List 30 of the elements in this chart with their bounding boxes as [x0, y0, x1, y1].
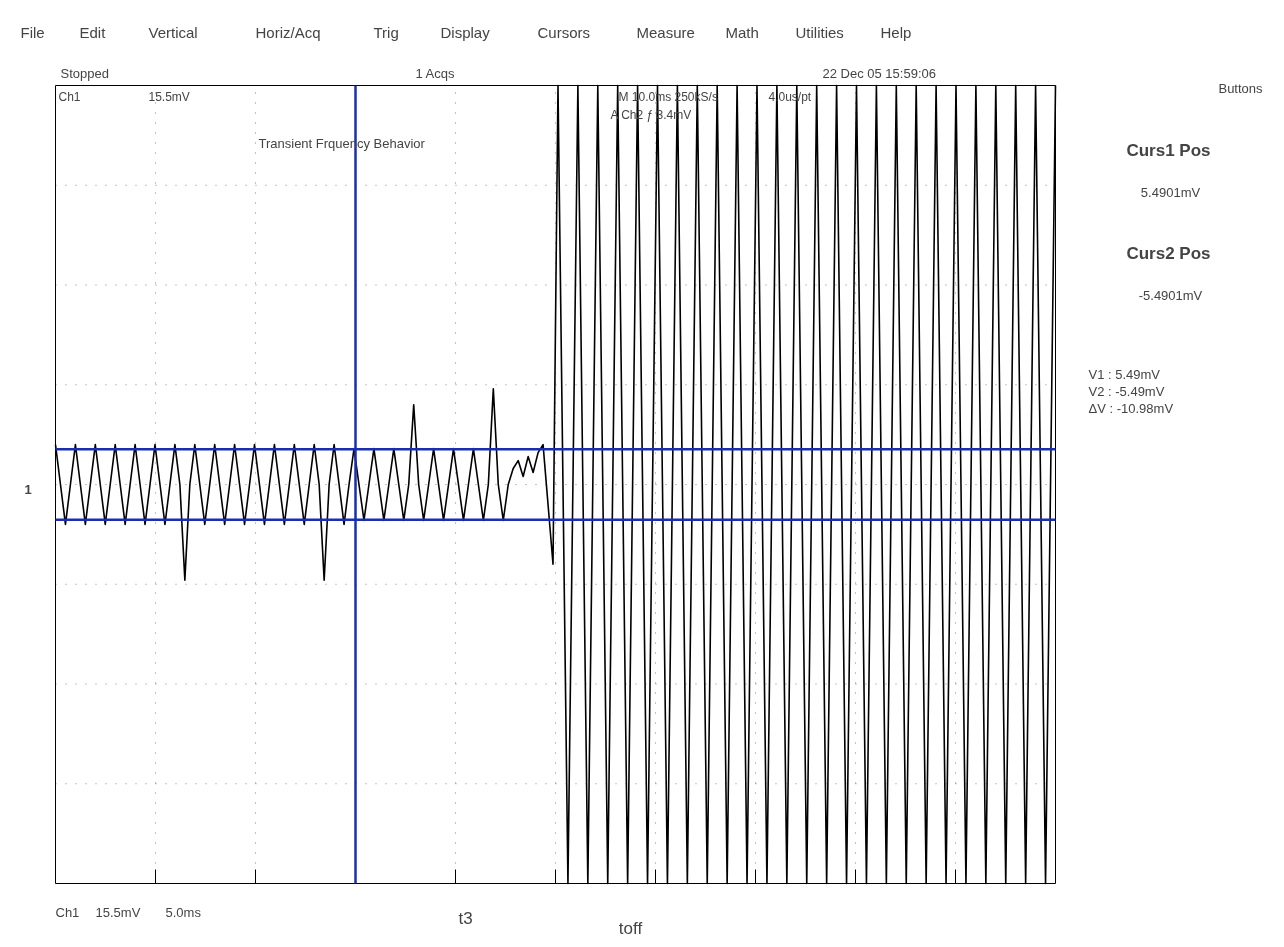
text: Buttons	[1218, 81, 1264, 96]
annotation: 15.5mV	[148, 89, 190, 104]
text: Horiz/Acq	[255, 24, 321, 41]
text: Edit	[79, 24, 107, 41]
text: Stopped	[60, 66, 109, 81]
text: Display	[440, 24, 491, 41]
text: Curs2 Pos	[1126, 244, 1211, 263]
text: Cursors	[537, 24, 591, 41]
text: Utilities	[795, 24, 844, 41]
text: 15.5mV	[95, 905, 141, 920]
text: toff	[618, 919, 643, 938]
text: Ch1	[55, 905, 80, 920]
text: 1	[24, 482, 32, 497]
text: 22 Dec 05 15:59:06	[822, 66, 936, 81]
text: Trig	[373, 24, 399, 41]
text: Help	[880, 24, 912, 41]
text: 1 Acqs	[415, 66, 456, 81]
text: Vertical	[148, 24, 198, 41]
text: V2 : -5.49mV	[1088, 384, 1165, 399]
text: ΔV : -10.98mV	[1088, 401, 1174, 416]
annotation: Ch1	[58, 89, 81, 104]
text: t3	[458, 909, 473, 928]
text: Measure	[636, 24, 695, 41]
text: 5.0ms	[165, 905, 202, 920]
text: Curs1 Pos	[1126, 141, 1211, 160]
text: Math	[725, 24, 759, 41]
text: File	[20, 24, 45, 41]
text: -5.4901mV	[1138, 288, 1203, 303]
text: 5.4901mV	[1140, 185, 1201, 200]
text: V1 : 5.49mV	[1088, 367, 1161, 382]
